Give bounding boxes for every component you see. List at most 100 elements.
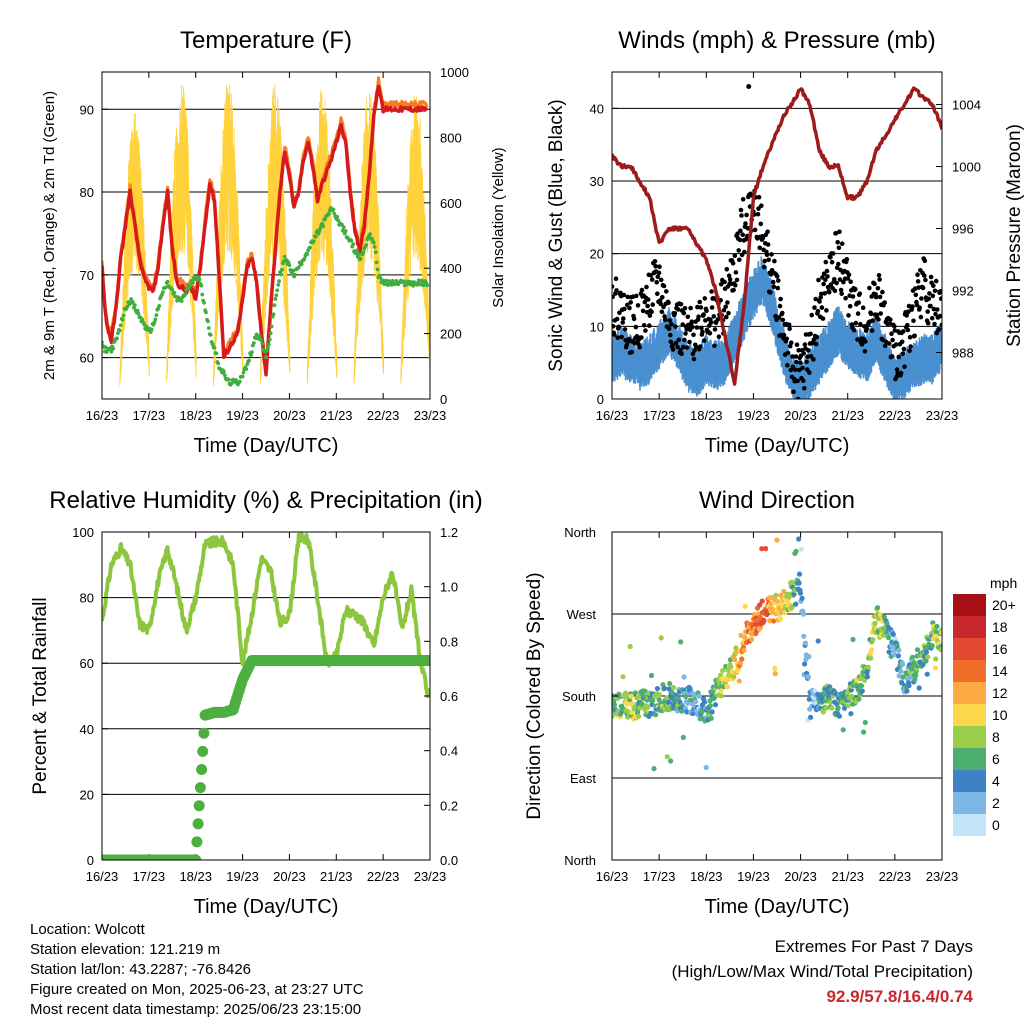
panel-1-ytick-right-label: 1000 xyxy=(440,65,469,80)
wind-direction-point xyxy=(680,734,686,741)
wind-direction-point xyxy=(820,709,826,715)
wind-gust-point xyxy=(853,320,859,326)
wind-gust-point xyxy=(922,258,928,264)
wind-gust-point xyxy=(802,386,807,391)
wind-direction-point xyxy=(612,702,618,708)
colorbar-swatch xyxy=(953,814,986,836)
wind-direction-point xyxy=(739,656,745,662)
wind-direction-point xyxy=(929,643,935,649)
colorbar-label: 8 xyxy=(992,729,1000,745)
wind-direction-point xyxy=(801,633,807,639)
wind-gust-point xyxy=(657,264,662,270)
wind-gust-point xyxy=(869,328,875,333)
wind-gust-point xyxy=(736,248,741,253)
precipitation-point xyxy=(197,745,209,757)
wind-gust-point xyxy=(771,284,777,290)
dewpoint-point xyxy=(296,265,301,269)
wind-gust-point xyxy=(707,331,713,336)
panel-3-xtick-label: 19/23 xyxy=(226,869,259,884)
wind-gust-point xyxy=(673,340,679,346)
wind-gust-point xyxy=(726,310,731,316)
wind-gust-point xyxy=(612,294,615,300)
wind-direction-point xyxy=(612,713,615,719)
wind-gust-point xyxy=(696,314,701,320)
colorbar-label: 0 xyxy=(992,817,1000,833)
wind-gust-point xyxy=(798,360,803,365)
wind-direction-point xyxy=(865,664,871,670)
wind-gust-point xyxy=(676,337,682,343)
dewpoint-point xyxy=(358,256,363,261)
dewpoint-point xyxy=(326,212,331,216)
wind-gust-point xyxy=(848,279,853,285)
wind-gust-point xyxy=(712,343,717,349)
dewpoint-point xyxy=(340,222,344,227)
wind-gust-point xyxy=(815,308,821,314)
panel-4-xtick-label: 16/23 xyxy=(596,869,629,884)
wind-direction-point xyxy=(886,649,892,655)
panel-1-ylabel: 2m & 9m T (Red, Orange) & 2m Td (Green) xyxy=(41,91,58,380)
wind-gust-point xyxy=(923,277,928,283)
wind-direction-point xyxy=(823,705,829,711)
wind-gust-point xyxy=(816,277,821,283)
wind-gust-point xyxy=(621,316,626,321)
wind-gust-point xyxy=(647,323,652,328)
panel-3-ytick-right-label: 0.4 xyxy=(440,744,458,759)
wind-direction-point xyxy=(684,709,690,715)
colorbar-swatch xyxy=(953,704,986,726)
panel-4-xtick-label: 23/23 xyxy=(926,869,959,884)
wind-gust-point xyxy=(933,278,939,284)
panel-3-xtick-label: 22/23 xyxy=(367,869,400,884)
panel-2-ytick-right-label: 996 xyxy=(952,222,974,237)
panel-2-xtick-label: 21/23 xyxy=(831,408,864,423)
wind-gust-point xyxy=(935,307,940,312)
wind-gust-point xyxy=(807,370,812,375)
wind-gust-point xyxy=(643,328,648,333)
wind-gust-point xyxy=(806,348,811,353)
panel-2-ytick-label: 40 xyxy=(590,101,604,116)
wind-direction-point xyxy=(797,590,804,596)
wind-gust-point xyxy=(886,341,892,346)
dewpoint-point xyxy=(275,288,280,293)
wind-gust-point xyxy=(913,292,919,298)
wind-gust-point xyxy=(620,320,625,325)
panel-1-ytick-right-label: 800 xyxy=(440,130,462,145)
precipitation-point xyxy=(191,836,203,848)
wind-gust-point xyxy=(835,240,840,245)
wind-direction-point xyxy=(827,699,833,705)
colorbar-swatch xyxy=(953,660,986,682)
dewpoint-point xyxy=(216,361,221,366)
wind-direction-point xyxy=(774,537,780,543)
dewpoint-point xyxy=(331,207,336,212)
wind-gust-point xyxy=(688,305,693,311)
panel-2-xtick-label: 16/23 xyxy=(596,408,629,423)
wind-direction-point xyxy=(913,672,919,679)
wind-gust-point xyxy=(908,344,913,349)
wind-gust-point xyxy=(830,251,836,256)
dewpoint-point xyxy=(425,283,430,288)
dewpoint-point xyxy=(117,328,122,333)
colorbar-label: 4 xyxy=(992,773,1000,789)
wind-gust-point xyxy=(889,354,895,359)
dewpoint-point xyxy=(274,293,279,298)
wind-direction-point xyxy=(742,634,748,640)
wind-gust-point xyxy=(894,374,899,380)
colorbar-label: 16 xyxy=(992,641,1008,657)
panel-1-ytick-right-label: 0 xyxy=(440,392,447,407)
wind-direction-point xyxy=(667,681,673,687)
panel-1-ytick-right-label: 200 xyxy=(440,327,462,342)
wind-direction-point xyxy=(908,674,914,680)
wind-gust-point xyxy=(738,207,744,213)
wind-direction-point xyxy=(709,709,715,715)
panel-3-ytick-right-label: 0.0 xyxy=(440,853,458,868)
wind-gust-point xyxy=(702,296,708,301)
wind-gust-point xyxy=(932,321,937,327)
colorbar-swatch xyxy=(953,594,986,616)
precipitation-point xyxy=(190,854,202,860)
wind-direction-point xyxy=(683,693,689,700)
wind-gust-point xyxy=(805,354,810,360)
wind-gust-point xyxy=(832,288,838,294)
wind-direction-point xyxy=(898,668,904,674)
wind-direction-point xyxy=(912,677,918,683)
dewpoint-point xyxy=(109,349,114,354)
wind-gust-point xyxy=(793,354,799,359)
